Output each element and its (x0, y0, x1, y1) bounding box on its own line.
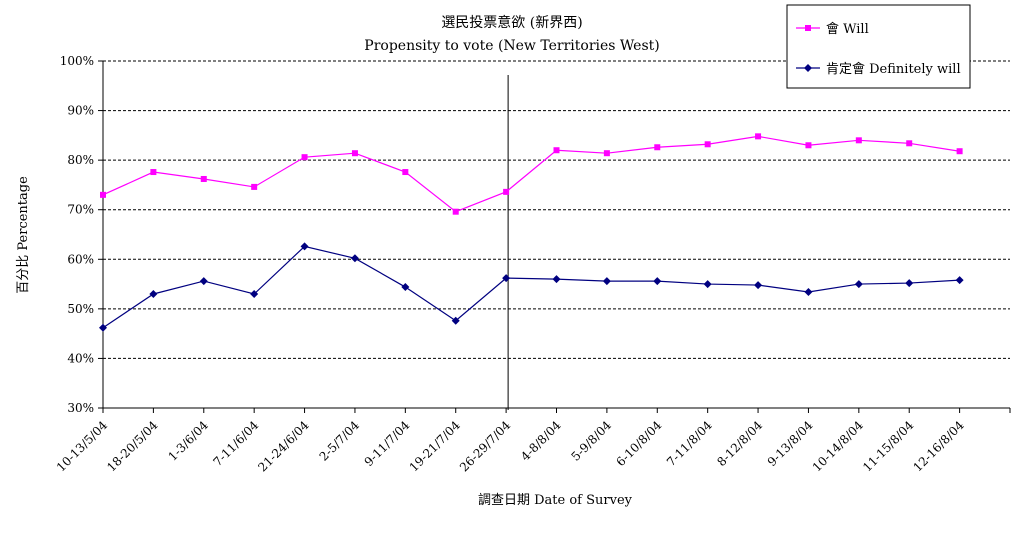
data-point (805, 142, 812, 149)
data-point (503, 188, 510, 195)
legend-label: 會 Will (826, 22, 869, 37)
data-point (300, 242, 309, 251)
x-tick-label: 26-29/7/04 (457, 418, 514, 475)
y-tick-label: 100% (60, 54, 94, 68)
x-tick-label: 4-8/8/04 (518, 418, 564, 464)
data-point (200, 175, 207, 182)
data-point (704, 141, 711, 148)
legend-label: 肯定會 Definitely will (826, 62, 961, 77)
x-tick-label: 1-3/6/04 (165, 418, 211, 464)
data-point (199, 277, 208, 286)
x-tick-label: 7-11/6/04 (210, 418, 261, 469)
data-point (854, 280, 863, 289)
data-point (804, 64, 812, 72)
data-point (149, 289, 158, 298)
x-tick-label: 10-13/5/04 (54, 418, 111, 475)
data-point (402, 169, 409, 176)
axes (102, 61, 1010, 409)
y-tick-label: 50% (67, 302, 94, 316)
data-point (553, 147, 560, 154)
data-point (452, 208, 459, 215)
y-tick-label: 80% (67, 153, 94, 167)
data-point (956, 148, 963, 155)
data-point (100, 191, 106, 198)
data-point (755, 133, 762, 140)
x-tick-label: 5-9/8/04 (569, 418, 615, 464)
x-tick-label: 11-15/8/04 (860, 418, 917, 475)
data-point (805, 25, 811, 31)
data-point (906, 140, 913, 147)
data-point (250, 289, 259, 298)
data-point (99, 323, 107, 332)
x-tick-label: 7-11/8/04 (664, 418, 715, 469)
series-line (102, 245, 960, 329)
x-tick-label: 19-21/7/04 (407, 418, 464, 475)
data-point (451, 316, 460, 325)
legend-box (786, 4, 971, 89)
x-tick-label: 10-14/8/04 (810, 418, 867, 475)
x-tick-label: 12-16/8/04 (910, 418, 967, 475)
y-axis-ticks: 30% 40% 50% 60% 70% 80% 90% 100% (60, 54, 103, 415)
data-point (602, 277, 611, 286)
legend-entry: 肯定會 Definitely will (796, 62, 961, 77)
data-point (502, 274, 511, 283)
y-tick-label: 60% (67, 252, 94, 266)
data-point (401, 283, 410, 292)
data-point (150, 169, 157, 176)
data-point (754, 281, 763, 290)
series-will (100, 133, 963, 215)
data-point (905, 279, 914, 288)
legend: 會 Will 肯定會 Definitely will (786, 4, 971, 89)
data-point (653, 277, 662, 286)
x-axis-label: 調查日期 Date of Survey (478, 493, 633, 508)
data-point (552, 275, 561, 284)
x-tick-label: 2-5/7/04 (317, 418, 363, 464)
series-line (102, 135, 960, 213)
series-definitely-will (99, 242, 964, 332)
y-tick-label: 70% (67, 203, 94, 217)
data-point (855, 137, 862, 144)
chart-title: 選民投票意欲 (新界西) (441, 14, 582, 31)
y-tick-label: 40% (67, 351, 94, 365)
x-tick-label: 8-12/8/04 (714, 418, 765, 469)
data-point (603, 150, 610, 157)
data-point (804, 288, 813, 297)
data-point (351, 150, 358, 157)
y-tick-label: 90% (67, 104, 94, 118)
data-point (251, 183, 258, 190)
chart-subtitle: Propensity to vote (New Territories West… (364, 38, 659, 54)
data-point (301, 154, 308, 161)
y-axis-label: 百分比 Percentage (16, 176, 31, 294)
y-tick-label: 30% (67, 401, 94, 415)
x-tick-label: 9-13/8/04 (765, 418, 816, 469)
data-point (350, 254, 359, 263)
legend-entry: 會 Will (796, 22, 869, 37)
data-point (955, 276, 964, 285)
x-tick-label: 21-24/6/04 (255, 418, 312, 475)
x-tick-label: 18-20/5/04 (104, 418, 161, 475)
x-tick-label: 9-11/7/04 (362, 418, 413, 469)
data-point (654, 144, 661, 151)
gridlines (103, 60, 1010, 359)
data-point (703, 280, 712, 289)
plot-area (99, 75, 964, 410)
x-tick-label: 6-10/8/04 (614, 418, 665, 469)
